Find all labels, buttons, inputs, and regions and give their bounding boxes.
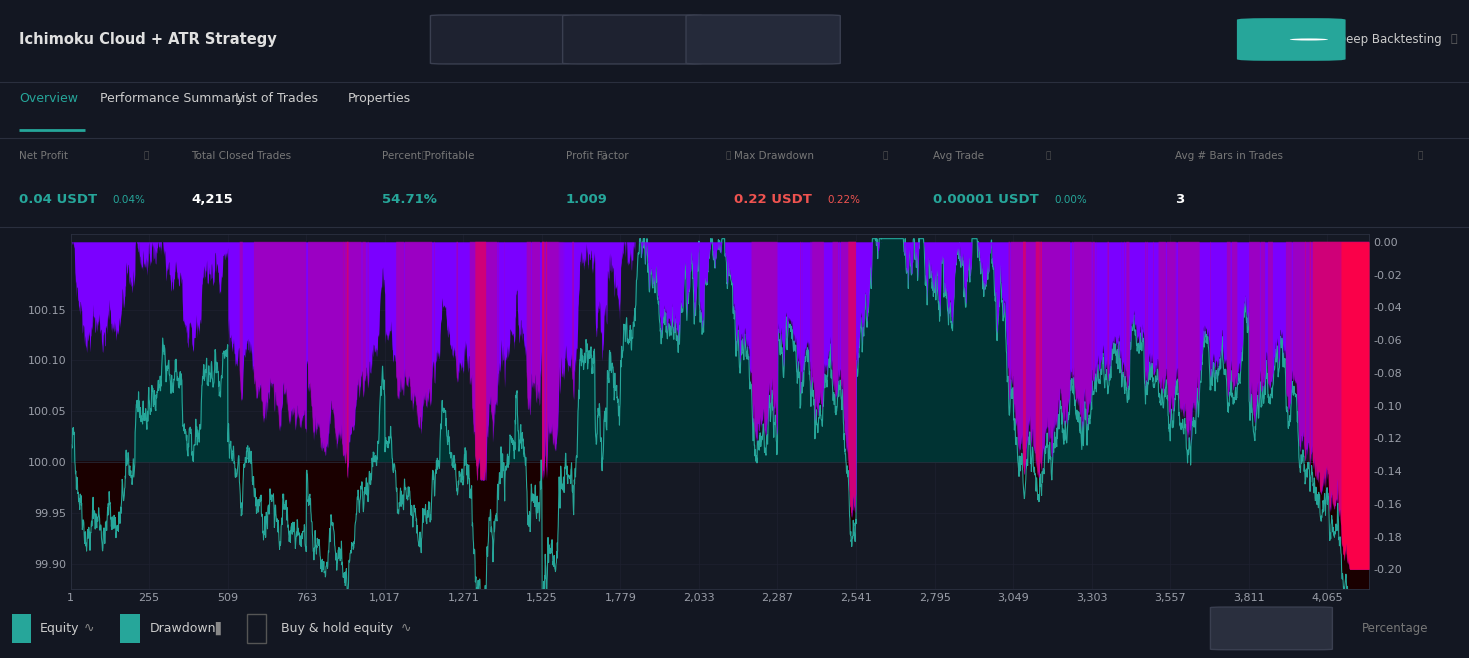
- Text: —: —: [549, 33, 561, 46]
- Text: 2025-01-22: 2025-01-22: [583, 33, 651, 46]
- Text: Properties: Properties: [348, 92, 411, 105]
- Text: ▐: ▐: [210, 622, 220, 635]
- Text: 0.04%: 0.04%: [112, 195, 145, 205]
- Text: Equity: Equity: [40, 622, 79, 635]
- Text: Percentage: Percentage: [1362, 622, 1429, 635]
- Text: ✓: ✓: [126, 624, 134, 633]
- Text: Profit Factor: Profit Factor: [566, 151, 629, 161]
- FancyBboxPatch shape: [12, 613, 31, 644]
- FancyBboxPatch shape: [430, 15, 570, 64]
- Text: ⓘ: ⓘ: [1046, 151, 1052, 161]
- Text: Generate report: Generate report: [715, 33, 812, 46]
- Text: Deep Backtesting: Deep Backtesting: [1337, 33, 1441, 46]
- Text: 1.009: 1.009: [566, 193, 608, 206]
- Text: Absolute: Absolute: [1246, 622, 1299, 635]
- Text: ∿: ∿: [84, 622, 94, 635]
- FancyBboxPatch shape: [563, 15, 702, 64]
- Text: 4,215: 4,215: [191, 193, 232, 206]
- Text: ⓘ: ⓘ: [1418, 151, 1423, 161]
- Text: ✓: ✓: [18, 624, 25, 633]
- Text: Ichimoku Cloud + ATR Strategy: Ichimoku Cloud + ATR Strategy: [19, 32, 276, 47]
- Text: 0.22%: 0.22%: [829, 195, 861, 205]
- Text: ⓘ: ⓘ: [726, 151, 732, 161]
- Text: Performance Summary: Performance Summary: [100, 92, 244, 105]
- Text: ⓘ: ⓘ: [601, 151, 607, 161]
- Text: ∿: ∿: [401, 622, 411, 635]
- FancyBboxPatch shape: [1237, 18, 1346, 61]
- Text: ⓘ: ⓘ: [1451, 34, 1457, 45]
- Text: Avg # Bars in Trades: Avg # Bars in Trades: [1175, 151, 1284, 161]
- Text: Drawdown: Drawdown: [150, 622, 216, 635]
- Text: 0.22 USDT: 0.22 USDT: [734, 193, 812, 206]
- Text: Percent Profitable: Percent Profitable: [382, 151, 474, 161]
- Text: 54.71%: 54.71%: [382, 193, 436, 206]
- Text: Net Profit: Net Profit: [19, 151, 68, 161]
- Text: Overview: Overview: [19, 92, 78, 105]
- FancyBboxPatch shape: [120, 613, 140, 644]
- Text: 3: 3: [1175, 193, 1184, 206]
- Text: 0.00%: 0.00%: [1055, 195, 1087, 205]
- Text: Buy & hold equity: Buy & hold equity: [281, 622, 392, 635]
- Text: Total Closed Trades: Total Closed Trades: [191, 151, 291, 161]
- Text: Max Drawdown: Max Drawdown: [734, 151, 814, 161]
- Circle shape: [1290, 38, 1328, 41]
- Text: 0.04 USDT: 0.04 USDT: [19, 193, 97, 206]
- Text: Avg Trade: Avg Trade: [933, 151, 984, 161]
- FancyBboxPatch shape: [686, 15, 840, 64]
- Text: ⓘ: ⓘ: [144, 151, 150, 161]
- Text: 0.00001 USDT: 0.00001 USDT: [933, 193, 1039, 206]
- Text: 2024-01-01: 2024-01-01: [451, 33, 519, 46]
- Text: List of Trades: List of Trades: [235, 92, 319, 105]
- Text: ⓘ: ⓘ: [883, 151, 889, 161]
- Text: ⓘ: ⓘ: [422, 151, 427, 161]
- FancyBboxPatch shape: [1210, 607, 1332, 649]
